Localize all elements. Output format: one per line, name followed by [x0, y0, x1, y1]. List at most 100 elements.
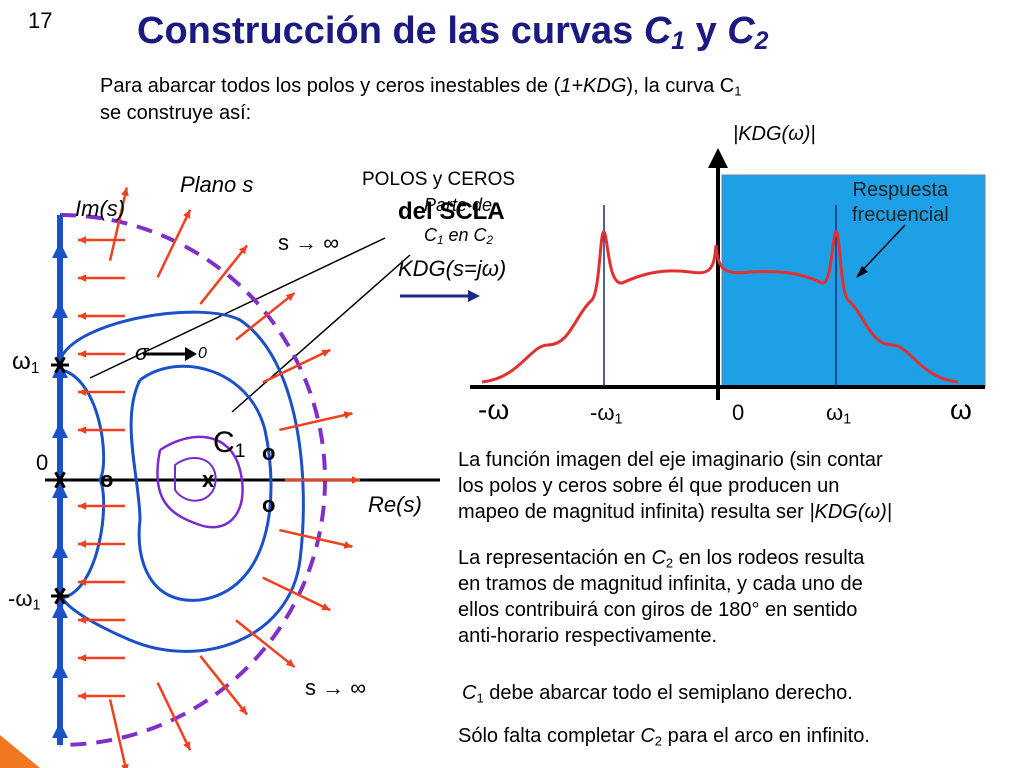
field-arrowhead	[285, 292, 295, 302]
title-text: C	[643, 10, 672, 52]
field-arrowhead	[78, 274, 87, 282]
field-arrow	[199, 244, 249, 305]
field-arrowhead	[121, 187, 129, 197]
text: 1	[234, 439, 246, 462]
note: C1 debe abarcar todo el semiplano derech…	[462, 682, 853, 704]
field-arrow	[279, 528, 353, 548]
omega1-label: ω1	[12, 350, 40, 377]
field-arrow	[279, 412, 353, 432]
title-text: C	[727, 10, 755, 52]
text: C	[462, 682, 477, 704]
annotation-arrowhead	[856, 266, 868, 278]
intro: se construye así:	[100, 102, 252, 124]
x-label: ω1	[826, 402, 851, 427]
field-arrow	[235, 291, 296, 341]
text: en los rodeos resulta	[673, 547, 865, 569]
field-arrow	[108, 699, 128, 768]
text: Sólo falta completar	[458, 725, 641, 747]
pole-marker	[54, 587, 66, 605]
text: Para abarcar todos los polos y ceros ine…	[100, 75, 561, 97]
contour	[58, 310, 305, 653]
text: mapeo de magnitud infinita) resulta ser	[458, 501, 810, 523]
x-label: -ω1	[590, 400, 622, 427]
field-arrowhead	[343, 541, 353, 549]
field-arrow	[156, 209, 192, 278]
field-arrowhead	[238, 245, 248, 255]
text: 1	[437, 233, 444, 247]
text: Respuesta	[852, 179, 949, 201]
field-arrow	[108, 187, 128, 261]
direction-marker	[52, 542, 68, 558]
field-arrowhead	[78, 388, 87, 396]
field-arrowhead	[78, 350, 87, 358]
field-arrowhead	[78, 540, 87, 548]
field-arrow	[235, 619, 296, 669]
zero: o	[100, 467, 114, 492]
direction-marker	[52, 662, 68, 678]
sigma: σ	[135, 340, 149, 365]
pointer-line	[231, 254, 411, 413]
field-arrow	[262, 348, 331, 384]
text: La función imagen del eje imaginario (si…	[458, 449, 883, 471]
text: en tramos de magnitud infinita, y cada u…	[458, 573, 863, 595]
field-arrowhead	[78, 578, 87, 586]
pointer-line	[89, 237, 386, 379]
field-arrowhead	[343, 411, 353, 419]
pole: x	[202, 467, 215, 492]
corner-decoration	[0, 735, 40, 768]
text: para el arco en infinito.	[662, 725, 870, 747]
x-label: ω	[950, 396, 972, 424]
re-label: Re(s)	[368, 492, 422, 517]
title: Construcción de las curvas C1 y C2	[137, 10, 768, 54]
text: C	[424, 225, 437, 245]
field-arrowhead	[121, 763, 129, 768]
poles-zeros: del SCLA	[398, 198, 505, 225]
im-label: Im(s)	[75, 196, 126, 221]
mapping-arrowhead	[468, 290, 480, 302]
text: La representación en	[458, 547, 652, 569]
part-of: Parte de	[424, 195, 493, 215]
annotation-arrow	[857, 224, 906, 276]
field-arrowhead	[78, 616, 87, 624]
text: ), la curva C	[626, 75, 735, 97]
pole-marker	[54, 471, 66, 489]
page-number: 17	[28, 8, 53, 33]
field-arrowhead	[78, 426, 87, 434]
plane-label: Plano s	[180, 172, 254, 197]
text: ω	[950, 394, 972, 425]
direction-marker	[52, 722, 68, 738]
field-arrowhead	[183, 741, 191, 751]
direction-marker	[52, 242, 68, 258]
text: -ω	[478, 394, 510, 425]
field-arrowhead	[238, 705, 248, 715]
direction-marker	[52, 422, 68, 438]
text: debe abarcar todo el semiplano derecho.	[483, 682, 853, 704]
s-inf: s → ∞	[305, 675, 366, 700]
field-arrowhead	[183, 209, 191, 219]
direction-marker	[52, 602, 68, 618]
note: La representación en C2 en los rodeos re…	[458, 545, 864, 649]
x-label: 0	[732, 402, 744, 424]
title-sub: 1	[671, 28, 686, 56]
title-text: Construcción de las curvas	[137, 10, 644, 52]
contour	[129, 364, 273, 602]
field-arrowhead	[351, 476, 360, 484]
direction-marker	[52, 362, 68, 378]
title-text: y	[685, 10, 728, 52]
text: C	[651, 547, 666, 569]
text: -ω	[590, 400, 615, 425]
pole-marker	[54, 356, 66, 374]
s-inf: s → ∞	[278, 230, 339, 255]
kdg: KDG(s=jω)	[398, 256, 507, 281]
text: 1	[32, 597, 41, 614]
origin: 0	[36, 450, 49, 475]
sigma-zero: 0	[198, 345, 207, 362]
title-sub: 2	[754, 28, 769, 56]
text: 1	[30, 359, 40, 377]
note: Sólo falta completar C2 para el arco en …	[458, 725, 870, 747]
text: C	[213, 426, 235, 459]
field-arrowhead	[78, 692, 87, 700]
text: anti-horario respectivamente.	[458, 625, 718, 647]
